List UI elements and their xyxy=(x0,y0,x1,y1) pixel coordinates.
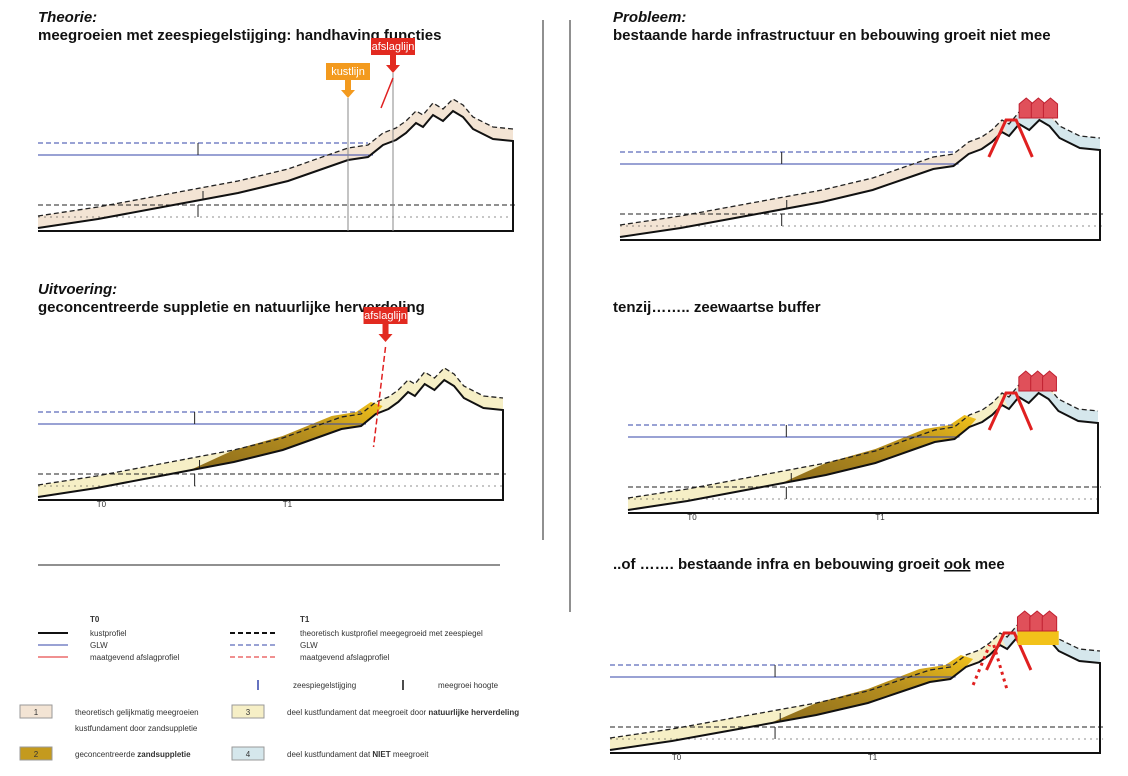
legend-zone-number: 2 xyxy=(34,750,39,759)
legend-label: theoretisch kustprofiel meegegroeid met … xyxy=(300,629,483,638)
text: deel kustfundament dat meegroeit door na… xyxy=(287,708,519,717)
text-part: NIET xyxy=(372,750,390,759)
panel-heading: Theorie: xyxy=(38,9,97,26)
text-part: natuurlijke herverdeling xyxy=(428,708,519,717)
text: ..of ……. bestaande infra en bebouwing gr… xyxy=(613,556,1005,573)
text-part: geconcentreerde xyxy=(75,750,137,759)
erosion-profile xyxy=(381,78,393,108)
legend-label: kustprofiel xyxy=(90,629,127,638)
page: Theorie:meegroeien met zeespiegelstijgin… xyxy=(0,0,1128,771)
panel-subtitle: tenzij…….. zeewaartse buffer xyxy=(613,299,821,316)
text-part: zandsuppletie xyxy=(137,750,191,759)
house xyxy=(1042,611,1056,631)
panel-heading: Uitvoering: xyxy=(38,281,117,298)
marker-label: afslaglijn xyxy=(372,41,415,53)
legend-zone-number: 1 xyxy=(34,708,39,717)
text-part: deel kustfundament dat meegroeit door xyxy=(287,708,428,717)
house xyxy=(1043,98,1057,118)
time-label: T0 xyxy=(97,500,107,509)
growth-band xyxy=(38,368,503,497)
marker-arrow xyxy=(386,55,400,73)
panel-heading: Probleem: xyxy=(613,9,686,26)
marker-label: afslaglijn xyxy=(364,310,407,322)
growth-band xyxy=(38,99,513,228)
text-part: meegroeit xyxy=(391,750,430,759)
erosion-profile xyxy=(374,347,386,447)
legend-heading: T0 xyxy=(90,615,100,624)
marker-label: kustlijn xyxy=(331,66,365,78)
time-label: T1 xyxy=(875,513,885,522)
legend-label: meegroei hoogte xyxy=(438,681,499,690)
legend-label: kustfundament door zandsuppletie xyxy=(75,724,198,733)
text-part: ..of ……. bestaande infra en bebouwing gr… xyxy=(613,556,944,573)
legend-label: GLW xyxy=(300,641,318,650)
panel-subtitle: bestaande harde infrastructuur en bebouw… xyxy=(613,27,1051,44)
legend-zone-number: 4 xyxy=(246,750,251,759)
marker-arrow xyxy=(379,324,393,342)
marker-arrow xyxy=(341,80,355,98)
legend-label: zeespiegelstijging xyxy=(293,681,356,690)
house-base xyxy=(1017,631,1058,645)
text-part: ook xyxy=(944,556,971,573)
text: deel kustfundament dat NIET meegroeit xyxy=(287,750,429,759)
time-label: T0 xyxy=(687,513,697,522)
text: geconcentreerde zandsuppletie xyxy=(75,750,191,759)
legend-zone-number: 3 xyxy=(246,708,251,717)
legend-label: maatgevend afslagprofiel xyxy=(300,653,390,662)
legend-heading: T1 xyxy=(300,615,310,624)
text-part: mee xyxy=(971,556,1005,573)
time-label: T0 xyxy=(672,753,682,762)
legend-label: GLW xyxy=(90,641,108,650)
time-label: T1 xyxy=(868,753,878,762)
legend-label: maatgevend afslagprofiel xyxy=(90,653,180,662)
house xyxy=(1043,371,1057,391)
time-label: T1 xyxy=(283,500,293,509)
text-part: deel kustfundament dat xyxy=(287,750,372,759)
legend-label: theoretisch gelijkmatig meegroeien xyxy=(75,708,199,717)
